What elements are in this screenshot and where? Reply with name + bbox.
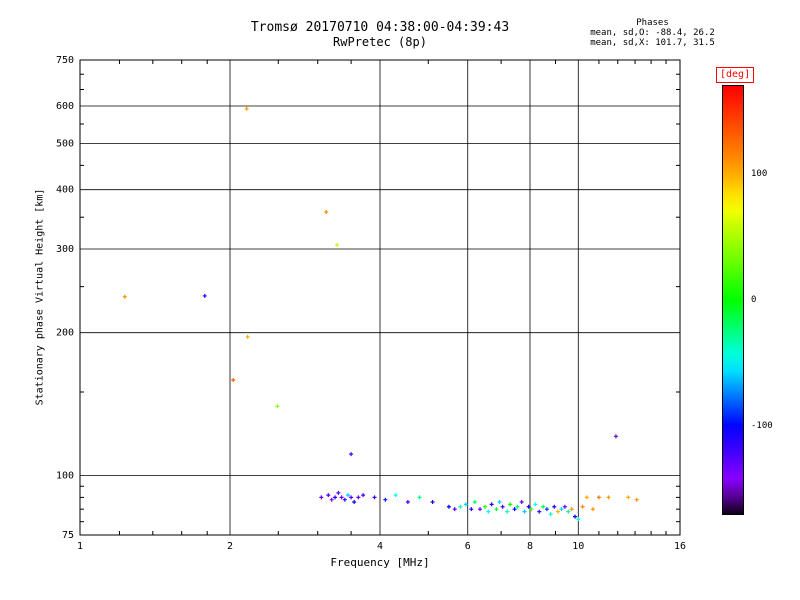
data-point: [529, 507, 534, 512]
data-point: [522, 509, 527, 514]
data-point: [590, 507, 595, 512]
y-tick-label: 600: [56, 101, 74, 112]
data-point: [489, 502, 494, 507]
data-point: [515, 504, 520, 509]
data-point: [544, 507, 549, 512]
x-tick-label: 8: [527, 541, 533, 552]
data-point: [452, 507, 457, 512]
phase-stats-block: Phases mean, sd,O: -88.4, 26.2 mean, sd,…: [585, 18, 720, 48]
x-axis-label: Frequency [MHz]: [330, 556, 430, 569]
data-point: [231, 377, 236, 382]
data-point: [508, 502, 513, 507]
data-point: [336, 490, 341, 495]
y-tick-label: 75: [62, 530, 74, 541]
data-point: [562, 504, 567, 509]
data-point: [275, 404, 280, 409]
data-point: [122, 294, 127, 299]
colorbar-unit-label: [deg]: [716, 67, 755, 83]
data-point: [596, 495, 601, 500]
data-point: [552, 504, 557, 509]
data-point: [458, 504, 463, 509]
colorbar: [722, 85, 744, 515]
data-point: [613, 434, 618, 439]
data-point: [469, 507, 474, 512]
data-point: [349, 452, 354, 457]
data-point: [356, 495, 361, 500]
data-point: [372, 495, 377, 500]
data-point: [326, 493, 331, 498]
y-tick-label: 400: [56, 185, 74, 196]
data-point: [634, 497, 639, 502]
data-point: [626, 495, 631, 500]
data-point: [472, 500, 477, 505]
data-point: [430, 500, 435, 505]
chart-title: Tromsø 20170710 04:38:00-04:39:43: [250, 20, 510, 35]
data-point: [329, 497, 334, 502]
data-point: [497, 500, 502, 505]
data-point: [559, 507, 564, 512]
data-point: [244, 106, 249, 111]
x-tick-label: 16: [674, 541, 686, 552]
data-point: [417, 495, 422, 500]
data-point: [361, 493, 366, 498]
data-point: [541, 504, 546, 509]
data-point: [548, 512, 553, 517]
data-point: [383, 497, 388, 502]
data-point: [486, 509, 491, 514]
chart-subtitle: RwPretec (8p): [333, 35, 427, 49]
data-point: [584, 495, 589, 500]
colorbar-tick-label: 100: [751, 168, 768, 179]
data-point: [463, 502, 468, 507]
data-point: [324, 209, 329, 214]
data-point: [573, 514, 578, 519]
data-point: [483, 504, 488, 509]
data-point: [526, 504, 531, 509]
data-point: [245, 334, 250, 339]
data-point: [580, 504, 585, 509]
data-point: [505, 509, 510, 514]
data-point: [566, 509, 571, 514]
y-tick-label: 500: [56, 139, 74, 150]
data-point: [537, 509, 542, 514]
data-point: [494, 507, 499, 512]
data-point: [202, 293, 207, 298]
y-tick-label: 300: [56, 244, 74, 255]
data-point: [512, 507, 517, 512]
data-point: [349, 495, 354, 500]
x-tick-label: 1: [77, 541, 83, 552]
data-point: [393, 493, 398, 498]
data-point: [500, 504, 505, 509]
x-tick-label: 2: [227, 541, 233, 552]
y-tick-label: 100: [56, 471, 74, 482]
data-point: [555, 509, 560, 514]
phase-stats-x-line: mean, sd,X: 101.7, 31.5: [590, 38, 715, 48]
x-tick-label: 4: [377, 541, 383, 552]
data-point: [533, 502, 538, 507]
data-point: [342, 497, 347, 502]
x-tick-label: 10: [572, 541, 584, 552]
data-point: [333, 495, 338, 500]
data-point: [519, 500, 524, 505]
data-point: [446, 504, 451, 509]
phase-stats-o-line: mean, sd,O: -88.4, 26.2: [590, 28, 715, 38]
data-point: [319, 495, 324, 500]
data-point: [339, 495, 344, 500]
data-point: [478, 507, 483, 512]
colorbar-tick-label: -100: [751, 421, 773, 432]
data-point: [335, 242, 340, 247]
y-tick-label: 750: [56, 55, 74, 66]
y-tick-label: 200: [56, 328, 74, 339]
data-point: [569, 507, 574, 512]
data-point: [405, 500, 410, 505]
data-point: [345, 493, 350, 498]
phase-stats-heading: Phases: [636, 18, 669, 28]
colorbar-tick-label: 0: [751, 295, 757, 305]
x-tick-label: 6: [465, 541, 471, 552]
data-point: [352, 500, 357, 505]
data-point: [576, 517, 581, 522]
data-point: [606, 495, 611, 500]
